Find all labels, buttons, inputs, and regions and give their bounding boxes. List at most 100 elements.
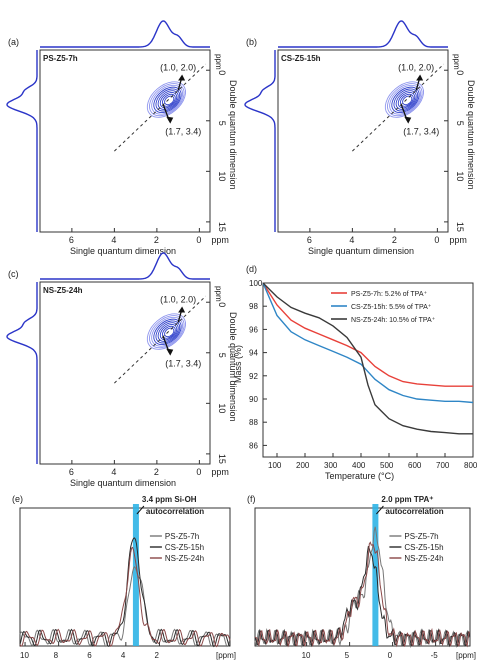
sample-label: PS-Z5-7h — [43, 54, 78, 63]
contour-level — [164, 95, 175, 106]
panel-label: (d) — [246, 264, 257, 274]
arrow-head — [404, 116, 412, 124]
panel-label: (f) — [247, 494, 256, 504]
highlight-band — [372, 504, 379, 646]
plot-frame — [19, 507, 231, 647]
contour-level — [153, 86, 182, 114]
x-tick-label: 10 — [302, 651, 311, 660]
contour-level — [164, 327, 175, 338]
x-unit-label: [ppm] — [216, 651, 236, 660]
y-tick-label: 90 — [249, 395, 258, 404]
y-tick-label: 94 — [249, 349, 258, 358]
contour-level — [146, 313, 186, 350]
x-tick-label: -5 — [431, 651, 439, 660]
legend-label: NS-Z5-24h: 10.5% of TPA⁺ — [351, 317, 436, 324]
plot-frame — [254, 507, 471, 647]
x-axis-label: Single quantum dimension — [308, 246, 414, 256]
contour-level — [157, 322, 179, 342]
projection-top — [40, 20, 210, 48]
panel-label: (c) — [8, 269, 19, 279]
contour-level — [391, 86, 420, 114]
panel-label: (a) — [8, 37, 19, 47]
x-tick-label: 0 — [388, 651, 393, 660]
peak-label-2: (1.7, 3.4) — [403, 127, 439, 137]
annotation-line2: autocorrelation — [385, 507, 443, 516]
contour-level — [155, 88, 181, 112]
contour-level — [402, 95, 413, 106]
x-tick-label: 400 — [352, 461, 366, 470]
arrow-head — [416, 74, 424, 81]
panel-c: (1.0, 2.0)(1.7, 3.4)NS-Z5-24h(c)6 4 2 0 ppmS… — [6, 252, 238, 488]
y-unit-label: ppm — [452, 54, 461, 70]
x-tick-label: 300 — [324, 461, 338, 470]
peak-label-1: (1.0, 2.0) — [160, 294, 196, 304]
x-tick-label: 10 — [20, 651, 29, 660]
legend-label: PS-Z5-7h: 5.2% of TPA⁺ — [351, 291, 427, 298]
panel-b: (1.0, 2.0)(1.7, 3.4)CS-Z5-15h(b)6 4 2 0 ppmS… — [244, 20, 476, 256]
y-tick-label: 15 — [217, 222, 227, 232]
contour-level — [384, 81, 424, 118]
arrow-head — [166, 116, 174, 124]
y-tick-label: 10 — [217, 171, 227, 181]
contour-level — [387, 83, 423, 117]
x-axis-label: Single quantum dimension — [70, 478, 176, 488]
contour-level — [149, 315, 185, 349]
projection-left — [244, 50, 276, 232]
legend-label: CS-Z5-15h: 5.5% of TPA⁺ — [351, 304, 432, 311]
y-tick-label: 98 — [249, 302, 258, 311]
x-tick-label: 6 — [87, 651, 92, 660]
x-tick-label: 2 — [154, 467, 159, 477]
y-axis-label: Double quantum dimension — [466, 80, 476, 190]
peak-label-1: (1.0, 2.0) — [160, 62, 196, 72]
sample-label: CS-Z5-15h — [281, 54, 321, 63]
x-tick-label: 800 — [464, 461, 478, 470]
plot-frame — [262, 282, 474, 458]
panel-e: (e) 3.4 ppm Si-OH autocorrelation PS-Z5-7h C… — [12, 494, 236, 660]
legend-label: CS-Z5-15h — [165, 543, 204, 552]
panel-a: (1.0, 2.0)(1.7, 3.4)PS-Z5-7h(a)6 4 2 0 ppmSi… — [6, 20, 238, 256]
x-unit-label: [ppm] — [456, 651, 476, 660]
series-line — [19, 537, 231, 648]
plot-frame — [39, 281, 211, 465]
peak-label-2: (1.7, 3.4) — [165, 127, 201, 137]
series-line — [19, 565, 231, 648]
y-tick-label: 100 — [249, 279, 263, 288]
annotation-pointer — [136, 505, 145, 515]
contour-level — [159, 324, 178, 341]
x-tick-label: 5 — [345, 651, 350, 660]
arrow-head — [178, 306, 186, 313]
y-tick-label: 0 — [217, 302, 227, 307]
legend-label: NS-Z5-24h — [404, 554, 443, 563]
y-axis-label: Mass (%) — [233, 345, 243, 383]
y-tick-label: 96 — [249, 325, 258, 334]
contour-level — [395, 90, 417, 110]
series-line — [262, 282, 474, 404]
y-tick-label: 5 — [217, 121, 227, 126]
y-tick-label: 10 — [217, 403, 227, 413]
y-tick-label: 5 — [217, 353, 227, 358]
contour-level — [149, 83, 185, 117]
projection-left — [6, 282, 38, 464]
y-tick-label: 86 — [249, 441, 258, 450]
contour-level — [153, 318, 182, 346]
arrow-head — [166, 348, 174, 356]
plot-frame — [277, 49, 449, 233]
x-unit-label: ppm — [211, 467, 229, 477]
x-axis-label: Single quantum dimension — [70, 246, 176, 256]
x-tick-label: 4 — [111, 467, 116, 477]
contour-level — [157, 90, 179, 110]
y-axis-label: Double quantum dimension — [228, 312, 238, 422]
annotation-line2: autocorrelation — [146, 507, 204, 516]
contour-level — [146, 81, 186, 118]
x-unit-label: ppm — [211, 235, 229, 245]
x-tick-label: 4 — [111, 235, 116, 245]
series-line — [262, 282, 473, 435]
sample-label: NS-Z5-24h — [43, 286, 83, 295]
contour-level — [155, 320, 181, 344]
y-tick-label: 15 — [217, 454, 227, 464]
x-tick-label: 100 — [268, 461, 282, 470]
annotation-line1: 2.0 ppm TPA⁺ — [381, 495, 433, 504]
x-tick-label: 8 — [54, 651, 59, 660]
legend-label: CS-Z5-15h — [404, 543, 443, 552]
